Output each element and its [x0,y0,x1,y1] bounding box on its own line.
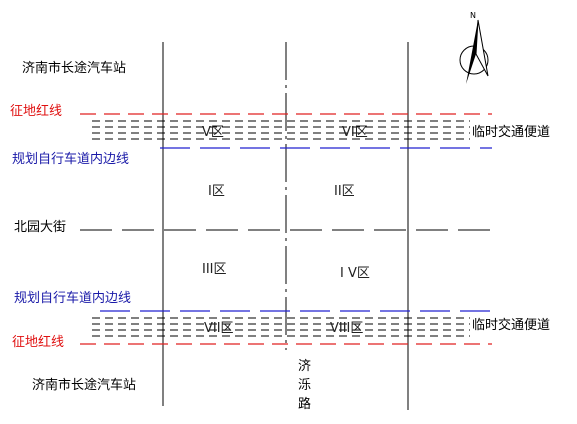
zone-label-iv: I V区 [340,266,370,281]
zone-label-iii: III区 [202,262,227,277]
zone-label-ii: II区 [334,184,355,199]
temp-road-label-top: 临时交通便道 [472,124,550,140]
station-label-bottom: 济南市长途汽车站 [32,377,136,393]
zone-label-vii: VII区 [204,321,234,336]
road-label-char-1: 济 [298,359,311,374]
blue-line-label-bottom: 规划自行车道内边线 [14,290,131,306]
street-label: 北园大街 [14,220,66,235]
road-label-char-3: 路 [298,396,311,412]
zone-label-v: V区 [202,125,224,140]
zone-label-vi: VI区 [342,125,368,140]
zone-label-i: I区 [208,184,225,199]
red-line-label-top: 征地红线 [10,103,62,119]
north-label: N [470,11,476,20]
road-label-char-2: 泺 [298,378,311,393]
blue-line-label-top: 规划自行车道内边线 [12,151,129,167]
red-line-label-bottom: 征地红线 [12,334,64,350]
north-arrow-icon: N [459,11,489,84]
temp-road-label-bottom: 临时交通便道 [472,317,550,333]
station-label-top: 济南市长途汽车站 [22,60,126,76]
zone-label-viii: VIII区 [330,321,363,336]
